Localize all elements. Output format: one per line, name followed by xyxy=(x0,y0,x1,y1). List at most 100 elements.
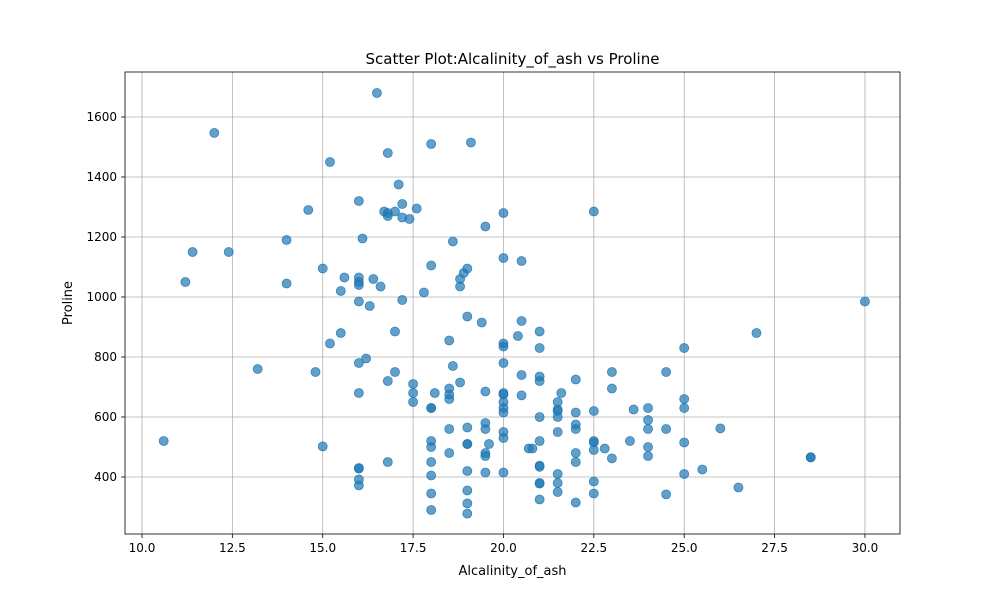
scatter-point xyxy=(570,407,581,418)
scatter-point xyxy=(390,206,400,217)
scatter-point xyxy=(426,260,437,271)
scatter-point xyxy=(679,394,690,404)
scatter-point xyxy=(534,478,545,489)
scatter-point xyxy=(382,376,393,386)
y-tick-label: 400 xyxy=(94,470,117,484)
scatter-point xyxy=(516,370,527,380)
scatter-point xyxy=(498,208,509,218)
scatter-point xyxy=(335,328,346,338)
x-tick-label: 17.5 xyxy=(400,541,427,555)
scatter-point xyxy=(325,157,335,167)
scatter-point xyxy=(480,386,491,397)
scatter-point xyxy=(513,331,523,341)
x-tick-label: 12.5 xyxy=(219,541,246,555)
scatter-point xyxy=(357,233,368,244)
scatter-point xyxy=(476,317,487,328)
scatter-point xyxy=(426,505,437,515)
scatter-point xyxy=(335,286,346,296)
scatter-point xyxy=(552,487,563,497)
grid-lines xyxy=(125,72,900,534)
scatter-point xyxy=(628,404,639,415)
scatter-point xyxy=(426,403,437,413)
scatter-point xyxy=(484,439,494,449)
scatter-point xyxy=(588,206,599,217)
scatter-point xyxy=(570,497,581,508)
scatter-point xyxy=(353,463,364,474)
scatter-point xyxy=(588,488,599,499)
scatter-point xyxy=(426,442,437,452)
scatter-point xyxy=(372,88,382,98)
scatter-point xyxy=(426,457,437,467)
scatter-point xyxy=(527,443,538,454)
scatter-point xyxy=(390,326,400,337)
y-tick-label: 1000 xyxy=(86,290,117,304)
y-tick-label: 800 xyxy=(94,350,117,364)
scatter-point xyxy=(408,388,418,398)
y-tick-label: 1600 xyxy=(86,110,117,124)
scatter-point xyxy=(679,343,690,353)
scatter-point xyxy=(679,403,690,413)
scatter-point xyxy=(375,281,386,292)
scatter-point xyxy=(534,326,545,337)
x-tick-label: 22.5 xyxy=(580,541,607,555)
scatter-point xyxy=(361,353,372,364)
scatter-point xyxy=(353,196,364,206)
scatter-point xyxy=(733,482,744,493)
scatter-point xyxy=(679,469,690,479)
x-tick-label: 25.0 xyxy=(671,541,698,555)
scatter-point xyxy=(480,451,491,461)
scatter-point xyxy=(325,338,335,349)
scatter-point xyxy=(462,422,473,433)
y-tick-label: 1200 xyxy=(86,230,117,244)
scatter-point xyxy=(444,394,455,404)
scatter-point xyxy=(429,388,440,398)
scatter-point xyxy=(408,397,418,407)
scatter-point xyxy=(480,424,491,434)
scatter-point xyxy=(353,358,364,368)
scatter-point xyxy=(382,457,393,467)
scatter-point xyxy=(426,470,437,481)
scatter-point xyxy=(607,367,617,377)
scatter-point xyxy=(404,214,415,224)
scatter-point xyxy=(447,361,458,371)
y-tick-label: 1400 xyxy=(86,170,117,184)
scatter-point xyxy=(643,442,653,452)
scatter-point xyxy=(310,367,321,377)
x-tick-label: 10.0 xyxy=(129,541,156,555)
x-tick-label: 30.0 xyxy=(852,541,879,555)
scatter-point xyxy=(534,343,545,353)
scatter-point xyxy=(158,436,169,446)
scatter-point xyxy=(252,364,263,374)
scatter-point xyxy=(353,280,364,290)
scatter-point xyxy=(516,390,527,401)
scatter-point xyxy=(447,236,458,247)
scatter-point xyxy=(462,311,473,322)
scatter-point xyxy=(570,448,581,458)
scatter-point xyxy=(588,476,599,487)
chart-title: Scatter Plot:Alcalinity_of_ash vs Prolin… xyxy=(366,50,660,69)
scatter-point xyxy=(426,139,437,149)
scatter-point xyxy=(570,457,581,467)
y-tick-label: 600 xyxy=(94,410,117,424)
scatter-point xyxy=(498,407,509,418)
scatter-point xyxy=(411,203,422,214)
scatter-point xyxy=(180,277,191,287)
scatter-point xyxy=(643,451,653,461)
scatter-point xyxy=(643,415,653,425)
scatter-point xyxy=(661,424,672,434)
scatter-point xyxy=(339,272,350,283)
plot-frame xyxy=(124,71,901,535)
scatter-point xyxy=(462,439,473,449)
scatter-point xyxy=(462,485,473,496)
scatter-point xyxy=(426,488,437,499)
scatter-point xyxy=(444,424,455,434)
scatter-point xyxy=(317,441,328,452)
scatter-point xyxy=(466,137,476,148)
scatter-point xyxy=(498,253,509,263)
scatter-point xyxy=(408,379,418,389)
scatter-point xyxy=(462,466,473,476)
data-points xyxy=(158,88,870,519)
scatter-point xyxy=(552,478,563,488)
